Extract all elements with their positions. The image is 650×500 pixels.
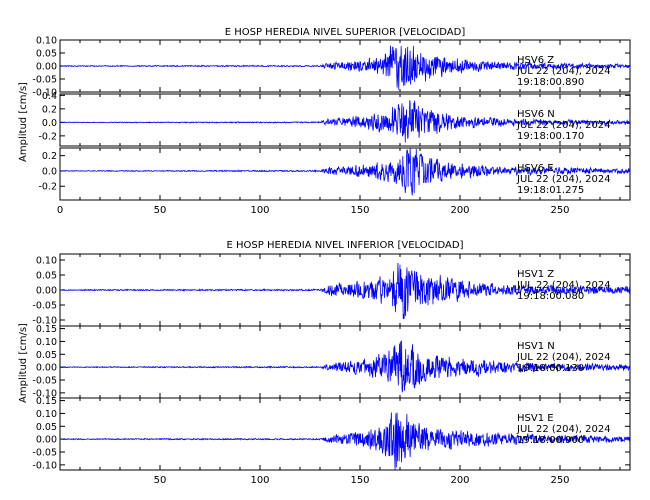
waveform-series (59, 412, 631, 471)
chart-upper: E HOSP HEREDIA NIVEL SUPERIOR [VELOCIDAD… (18, 27, 631, 216)
y-tick-label: -0.2 (38, 182, 57, 193)
y-tick-label: 0.10 (36, 256, 57, 267)
time-label: 19:18:00.080 (517, 291, 584, 302)
waveform-series (59, 340, 631, 393)
y-tick-label: -0.05 (32, 376, 57, 387)
y-tick-label: -0.2 (38, 131, 57, 142)
time-label: 19:18:00.170 (517, 131, 584, 142)
y-tick-label: -0.10 (32, 88, 57, 99)
y-tick-label: -0.05 (32, 448, 57, 459)
x-tick-label: 250 (550, 475, 569, 486)
x-tick-label: 200 (450, 205, 469, 216)
x-tick-label: 100 (250, 475, 269, 486)
y-tick-label: 0.10 (36, 337, 57, 348)
time-label: 19:18:00.130 (517, 363, 584, 374)
panel-frame (59, 397, 631, 471)
date-label: JUL 22 (204), 2024 (516, 352, 611, 363)
y-tick-label: -0.05 (32, 301, 57, 312)
time-label: 19:18:00.890 (517, 77, 584, 88)
y-tick-label: -0.10 (32, 460, 57, 471)
y-tick-label: 0.2 (42, 151, 57, 162)
time-label: 19:18:00.900 (517, 435, 584, 446)
x-tick-label: 150 (350, 475, 369, 486)
y-axis-label-upper: Amplitud [cm/s] (18, 82, 29, 162)
y-tick-label: 0.00 (36, 363, 57, 374)
station-label: HSV6 N (517, 109, 555, 120)
y-tick-label: 0.00 (36, 62, 57, 73)
station-label: HSV1 N (517, 341, 555, 352)
date-label: JUL 22 (204), 2024 (516, 424, 611, 435)
y-tick-label: 0.05 (36, 49, 57, 60)
x-tick-label: 150 (350, 205, 369, 216)
panel-frame (59, 147, 631, 201)
chart-title-lower: E HOSP HEREDIA NIVEL INFERIOR [VELOCIDAD… (227, 240, 464, 251)
x-axis-lower: 50 100 150 200 250 (154, 475, 570, 486)
y-tick-label: 0.0 (42, 166, 57, 177)
y-tick-label: -0.10 (32, 388, 57, 399)
station-label: HSV1 Z (517, 269, 554, 280)
time-label: 19:18:01.275 (517, 185, 584, 196)
y-tick-label: 0.00 (36, 435, 57, 446)
x-tick-label: 50 (154, 205, 167, 216)
y-tick-label: 0.15 (36, 396, 57, 407)
panel-frame (59, 93, 631, 147)
x-tick-label: 50 (154, 475, 167, 486)
y-tick-label: -0.05 (32, 75, 57, 86)
date-label: JUL 22 (204), 2024 (516, 66, 611, 77)
chart-title-upper: E HOSP HEREDIA NIVEL SUPERIOR [VELOCIDAD… (225, 27, 466, 38)
y-tick-label: -0.10 (32, 316, 57, 327)
chart-lower: E HOSP HEREDIA NIVEL INFERIOR [VELOCIDAD… (18, 240, 631, 486)
station-label: HSV6 Z (517, 55, 554, 66)
y-tick-label: 0.05 (36, 271, 57, 282)
y-tick-label: 0.10 (36, 409, 57, 420)
y-tick-label: 0.0 (42, 118, 57, 129)
waveform-series (59, 45, 631, 90)
x-tick-label: 200 (450, 475, 469, 486)
date-label: JUL 22 (204), 2024 (516, 280, 611, 291)
y-tick-label: 0.10 (36, 36, 57, 47)
y-tick-label: 0.4 (42, 91, 57, 102)
date-label: JUL 22 (204), 2024 (516, 174, 611, 185)
y-axis-label-lower: Amplitud [cm/s] (18, 323, 29, 403)
station-label: HSV1 E (517, 413, 554, 424)
waveform-series (59, 100, 631, 143)
x-tick-label: 100 (250, 205, 269, 216)
y-tick-label: 0.05 (36, 350, 57, 361)
date-label: JUL 22 (204), 2024 (516, 120, 611, 131)
waveform-series (59, 147, 631, 196)
waveform-series (59, 262, 631, 320)
station-label: HSV6 E (517, 163, 554, 174)
y-tick-label: 0.2 (42, 104, 57, 115)
x-tick-label: 250 (550, 205, 569, 216)
x-axis-upper: 0 50 100 150 200 250 (57, 205, 570, 216)
x-tick-label: 0 (57, 205, 63, 216)
y-tick-label: 0.05 (36, 422, 57, 433)
y-tick-label: 0.00 (36, 286, 57, 297)
y-tick-label: 0.15 (36, 324, 57, 335)
